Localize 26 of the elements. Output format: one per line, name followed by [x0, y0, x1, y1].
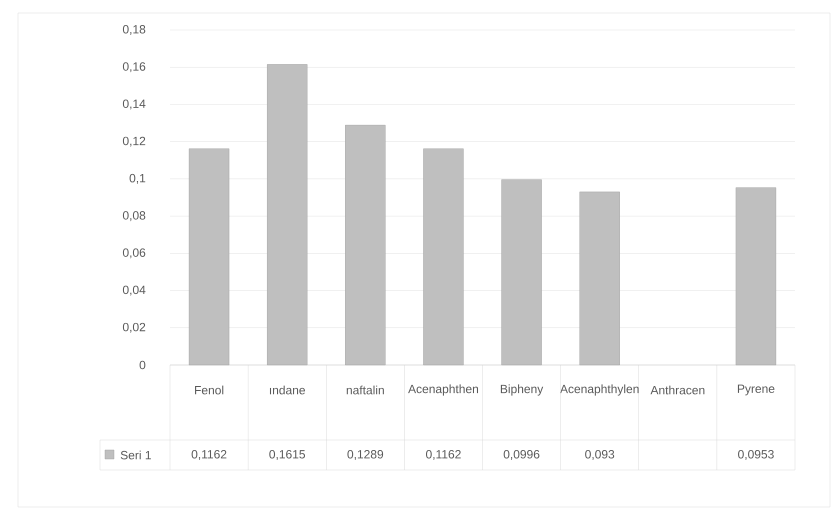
x-tick-label: Acenaphthen [408, 384, 478, 396]
y-tick-label: 0,14 [122, 99, 146, 110]
data-label: 0,1162 [192, 450, 226, 460]
y-tick-label: 0,08 [122, 211, 146, 222]
x-tick-label: Bipheny [500, 384, 544, 396]
data-label: 0,093 [585, 450, 614, 460]
data-label: 0,0953 [738, 450, 774, 460]
x-tick-label: Pyrene [738, 384, 774, 396]
x-tick-label: Acenaphthylen [560, 384, 639, 396]
y-tick-label: 0,1 [130, 174, 146, 184]
y-tick-label: 0 [140, 360, 146, 370]
y-tick-label: 0,12 [122, 136, 146, 147]
x-tick-label: Fenol [195, 386, 224, 394]
data-label: 0,1162 [426, 450, 461, 460]
y-tick-label: 0,04 [122, 286, 146, 296]
data-label: 0,0996 [504, 450, 540, 460]
x-tick-label: naftalin [346, 386, 384, 394]
legend-label: Seri 1 [120, 450, 151, 460]
y-tick-label: 0,06 [122, 248, 146, 258]
x-tick-label: Anthracen [650, 386, 704, 394]
y-tick-label: 0,18 [122, 25, 146, 35]
data-label: 0,1615 [269, 450, 306, 460]
y-tick-label: 0,02 [122, 322, 146, 333]
x-tick-label: ındane [270, 386, 305, 394]
data-label: 0,1289 [347, 450, 384, 460]
y-tick-label: 0,16 [122, 62, 146, 72]
